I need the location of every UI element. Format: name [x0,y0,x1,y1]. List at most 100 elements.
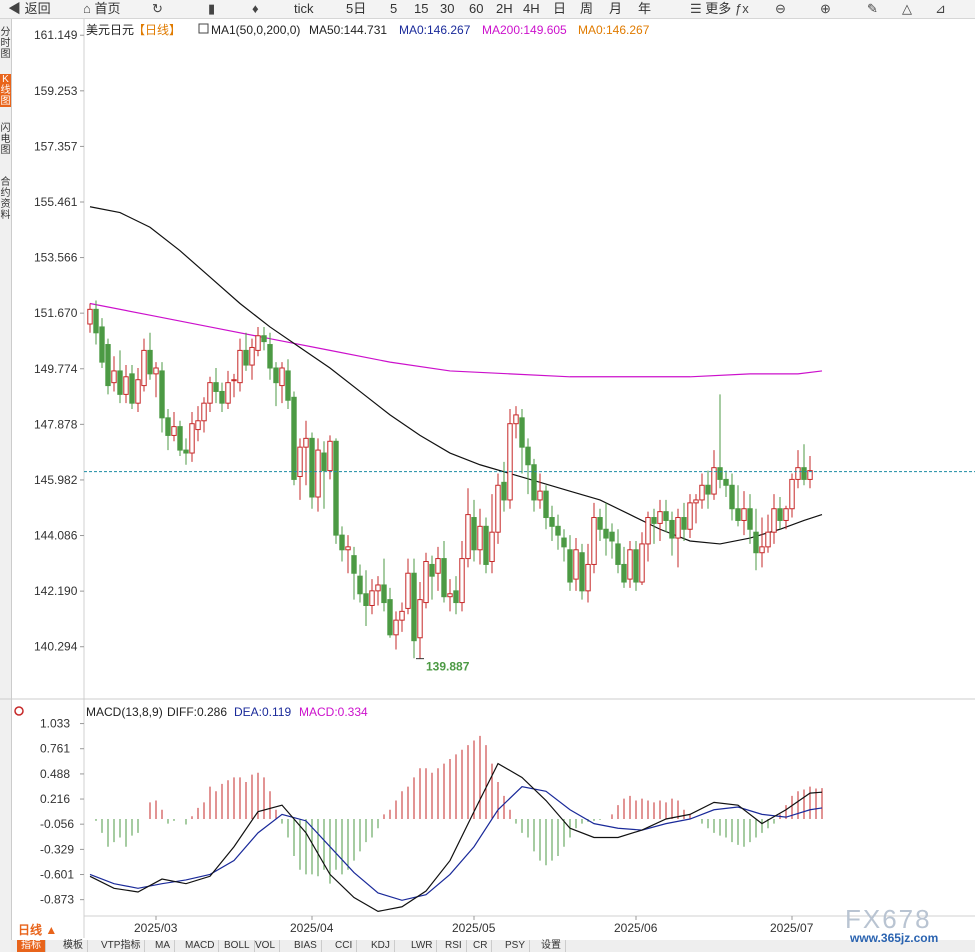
view-tab-0[interactable]: 分时图 [0,27,11,60]
period-dropdown[interactable]: 日线 ▲ [18,923,58,937]
candle-body [279,367,285,387]
macd-legend-dea: DEA:0.119 [234,705,291,719]
candle-body [285,370,291,401]
indicator-tab-14[interactable]: 设置 [537,940,566,952]
indicator-tab-7[interactable]: BIAS [290,940,322,952]
x-tick-label: 2025/05 [452,921,496,935]
candle-style-icon: ♦ [252,1,259,16]
indicator-tab-9[interactable]: KDJ [367,940,395,952]
year-button[interactable]: 年 [638,0,651,18]
x-tick-label: 2025/04 [290,921,334,935]
2h-button[interactable]: 2H [496,0,513,18]
5min-button-label: 5 [390,1,398,16]
15min-button[interactable]: 15 [414,0,428,18]
view-tab-2[interactable]: 闪电图 [0,123,11,156]
legend-ma0a: MA0:146.267 [399,23,471,37]
candle-body [549,517,555,527]
5min-button[interactable]: 5 [390,0,397,18]
refresh-icon: ↻ [152,1,163,16]
candle-body [291,396,297,480]
candle-style-button[interactable]: ♦ [252,0,259,18]
refresh-button[interactable]: ↻ [152,0,163,18]
macd-legend-diff: DIFF:0.286 [167,705,227,719]
candle-body [495,484,501,533]
candle-body [195,420,201,431]
candle-body [753,531,759,554]
day-button[interactable]: 日 [553,0,566,18]
triangle-button[interactable]: △ [902,0,912,18]
candle-body [651,517,657,524]
candle-body [657,511,663,524]
candle-body [387,599,393,636]
macd-settings-icon[interactable] [14,706,24,716]
candle-body [669,519,675,539]
view-tab-3[interactable]: 合约资料 [0,177,11,221]
candle-body [111,370,117,384]
candle-body [255,335,261,351]
macd-y-tick-label: -0.056 [40,817,74,831]
back-button[interactable]: ◀ 返回 [8,0,51,18]
candle-body [453,590,459,604]
indicator-tab-13[interactable]: PSY [501,940,531,952]
candle-body [159,370,165,419]
indicator-tab-4[interactable]: MACD [181,940,220,952]
candle-body [561,537,567,548]
indicator-tab-5[interactable]: BOLL [220,940,255,952]
candle-body [237,349,243,384]
bar-chart-button[interactable]: ▮ [208,0,215,18]
indicator-tab-3[interactable]: MA [151,940,175,952]
indicator-tab-2[interactable]: VTP指标 [97,940,146,952]
4h-button[interactable]: 4H [523,0,540,18]
home-icon: ⌂ [83,1,95,16]
60min-button[interactable]: 60 [469,0,483,18]
watermark-logo: FX678 [845,904,932,934]
day-button-label: 日 [553,1,567,16]
y-tick-label: 149.774 [34,362,78,376]
candle-body [171,426,177,436]
candle-body [645,517,651,545]
indicator-tab-10[interactable]: LWR [407,940,438,952]
candle-body [567,549,573,583]
indicator-tab-8[interactable]: CCI [331,940,358,952]
zoom-in-button[interactable]: ⊕ [820,0,831,18]
candle-body [267,344,273,369]
60min-button-label: 60 [469,1,484,16]
indicator-tab-1[interactable]: 模板 [59,940,88,952]
candle-body [483,525,489,565]
candle-body [357,575,363,595]
tick-button[interactable]: tick [294,0,314,18]
zoom-out-button[interactable]: ⊖ [775,0,786,18]
y-tick-label: 147.878 [34,417,78,431]
candle-body [801,467,807,480]
view-tab-1[interactable]: K线图 [0,74,11,107]
month-button-label: 月 [609,1,623,16]
year-button-label: 年 [638,1,652,16]
candle-body [465,514,471,560]
candle-body [591,517,597,565]
x-tick-label: 2025/06 [614,921,658,935]
indicator-tab-6[interactable]: VOL [251,940,281,952]
formula-button[interactable]: ƒx [735,0,749,18]
30min-button[interactable]: 30 [440,0,454,18]
indicator-tab-12[interactable]: CR [469,940,493,952]
candle-body [99,326,105,363]
measure-button[interactable]: ⊿ [935,0,946,18]
candle-body [243,349,249,366]
candle-body [579,552,585,592]
candle-body [741,508,747,521]
month-button[interactable]: 月 [609,0,622,18]
5day-button[interactable]: 5日 [346,0,366,18]
candle-body [213,382,219,392]
more-button[interactable]: ☰ 更多 [690,0,731,18]
legend-ma50: MA50:144.731 [309,23,387,37]
indicator-tab-0[interactable]: 指标 [17,940,46,952]
candle-body [363,593,369,606]
candle-body [807,470,813,480]
candle-body [165,417,171,436]
toolbar: ◀ 返回 ⌂ 首页 ↻ ▮ ♦ tick 5日 5 15 30 60 2H 4H 日周 月年 ☰ 更多 ƒ… [0,0,975,19]
draw-button[interactable]: ✎ [867,0,878,18]
week-button[interactable]: 周 [580,0,593,18]
home-button[interactable]: ⌂ 首页 [83,0,120,18]
indicator-tab-11[interactable]: RSI [441,940,467,952]
